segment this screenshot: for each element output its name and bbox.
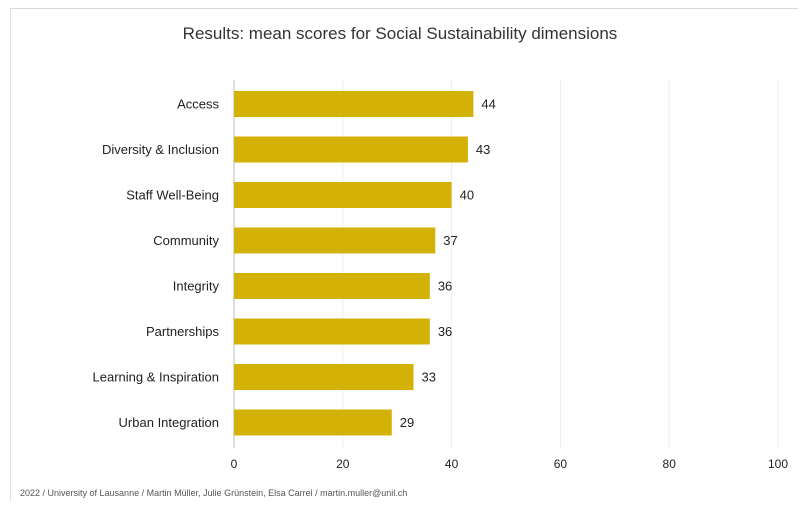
bars <box>234 91 474 436</box>
category-label: Access <box>177 97 219 112</box>
value-label: 43 <box>476 142 490 157</box>
bar <box>234 273 430 299</box>
category-label: Integrity <box>173 279 220 294</box>
x-tick-label: 60 <box>554 457 568 471</box>
value-label: 33 <box>422 370 436 385</box>
category-label: Diversity & Inclusion <box>102 142 219 157</box>
category-label: Partnerships <box>146 324 219 339</box>
value-labels: 44 43 40 37 36 36 33 29 <box>400 97 496 431</box>
x-tick-label: 40 <box>445 457 459 471</box>
x-tick-labels: 0 20 40 60 80 100 <box>231 457 789 471</box>
x-tick-label: 20 <box>336 457 350 471</box>
x-tick-label: 100 <box>768 457 788 471</box>
x-tick-label: 0 <box>231 457 238 471</box>
bar <box>234 409 392 436</box>
bar <box>234 227 436 254</box>
gridlines <box>233 80 779 448</box>
bar <box>234 91 474 117</box>
category-labels: Access Diversity & Inclusion Staff Well-Be… <box>93 97 220 431</box>
value-label: 37 <box>443 233 457 248</box>
value-label: 36 <box>438 279 452 294</box>
bar <box>234 364 414 390</box>
category-label: Learning & Inspiration <box>93 370 219 385</box>
category-label: Urban Integration <box>119 415 219 430</box>
category-label: Staff Well-Being <box>126 188 219 203</box>
value-label: 40 <box>460 188 474 203</box>
bar <box>234 136 468 163</box>
value-label: 29 <box>400 415 414 430</box>
x-tick-label: 80 <box>663 457 677 471</box>
bar <box>234 318 430 345</box>
value-label: 36 <box>438 324 452 339</box>
chart-title: Results: mean scores for Social Sustaina… <box>182 24 618 43</box>
value-label: 44 <box>481 97 495 112</box>
chart-frame <box>10 8 798 501</box>
bar <box>234 182 452 208</box>
credit-line: 2022 / University of Lausanne / Martin M… <box>20 488 408 498</box>
category-label: Community <box>153 233 219 248</box>
